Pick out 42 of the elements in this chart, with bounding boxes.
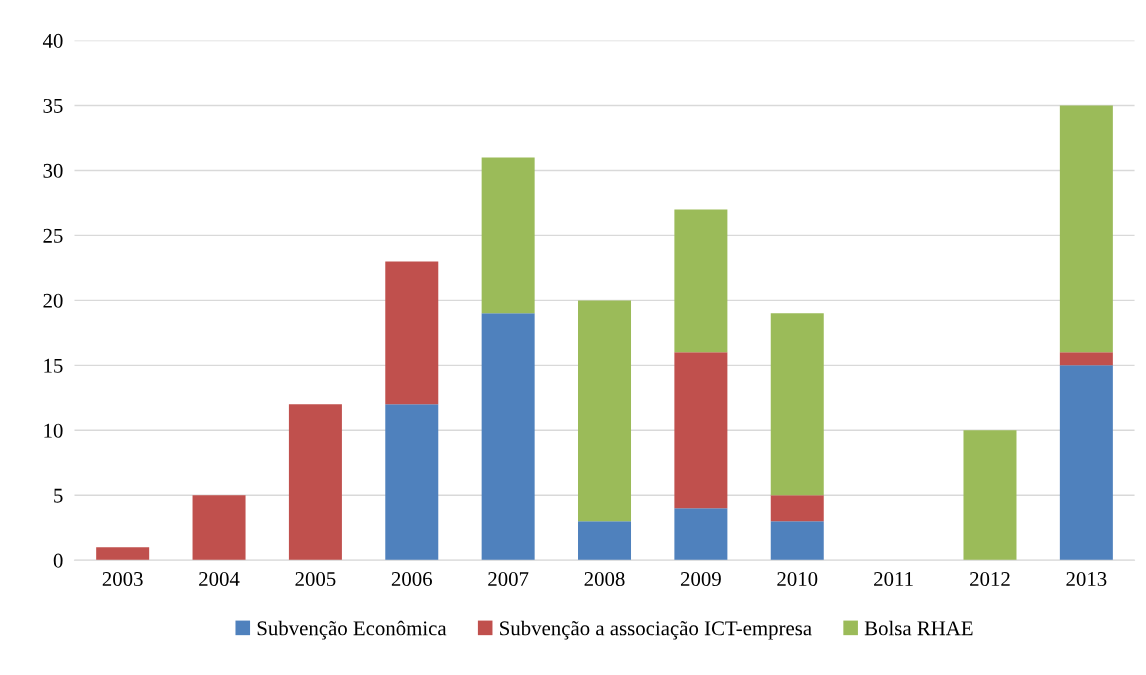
y-tick-label: 10 — [44, 423, 63, 438]
bar — [96, 547, 150, 561]
bar — [481, 313, 535, 561]
bar — [192, 495, 246, 561]
bar — [1059, 105, 1113, 353]
y-tick-label: 25 — [43, 228, 63, 243]
x-tick-label: 2005 — [295, 571, 336, 587]
x-tick-label: 2004 — [199, 571, 240, 587]
y-tick-label: 35 — [43, 98, 63, 113]
y-tick-label: 30 — [43, 163, 63, 178]
bar — [385, 404, 439, 561]
y-tick-label: 20 — [43, 293, 63, 308]
bar — [578, 300, 632, 522]
bar — [385, 261, 439, 405]
bar — [481, 157, 535, 314]
bar — [770, 521, 824, 561]
bar — [288, 404, 342, 561]
bar — [1059, 365, 1113, 561]
bar — [674, 352, 728, 509]
y-tick-label: 0 — [53, 553, 63, 568]
x-tick-label: 2010 — [777, 571, 818, 587]
x-tick-label: 2003 — [102, 571, 143, 587]
bar — [770, 313, 824, 496]
y-tick-label: 5 — [54, 488, 63, 503]
bar — [674, 508, 728, 561]
bar — [578, 521, 632, 561]
y-tick-label: 15 — [44, 358, 63, 373]
x-tick-label: 2007 — [488, 571, 529, 587]
bar — [674, 209, 728, 353]
legend-label: Bolsa RHAE — [864, 620, 973, 636]
x-tick-label: 2013 — [1066, 571, 1107, 587]
x-tick-label: 2012 — [970, 571, 1010, 587]
y-tick-label: 40 — [42, 33, 63, 48]
x-tick-label: 2009 — [680, 571, 721, 587]
x-tick-label: 2008 — [584, 571, 625, 587]
legend-label: Subvenção a associação ICT-empresa — [500, 620, 812, 640]
bar — [1059, 352, 1113, 366]
bar — [963, 430, 1017, 561]
x-tick-label: 2006 — [391, 571, 432, 587]
legend-label: Subvenção Econômica — [257, 620, 447, 640]
x-tick-label: 2011 — [874, 571, 913, 587]
bar — [770, 495, 824, 522]
